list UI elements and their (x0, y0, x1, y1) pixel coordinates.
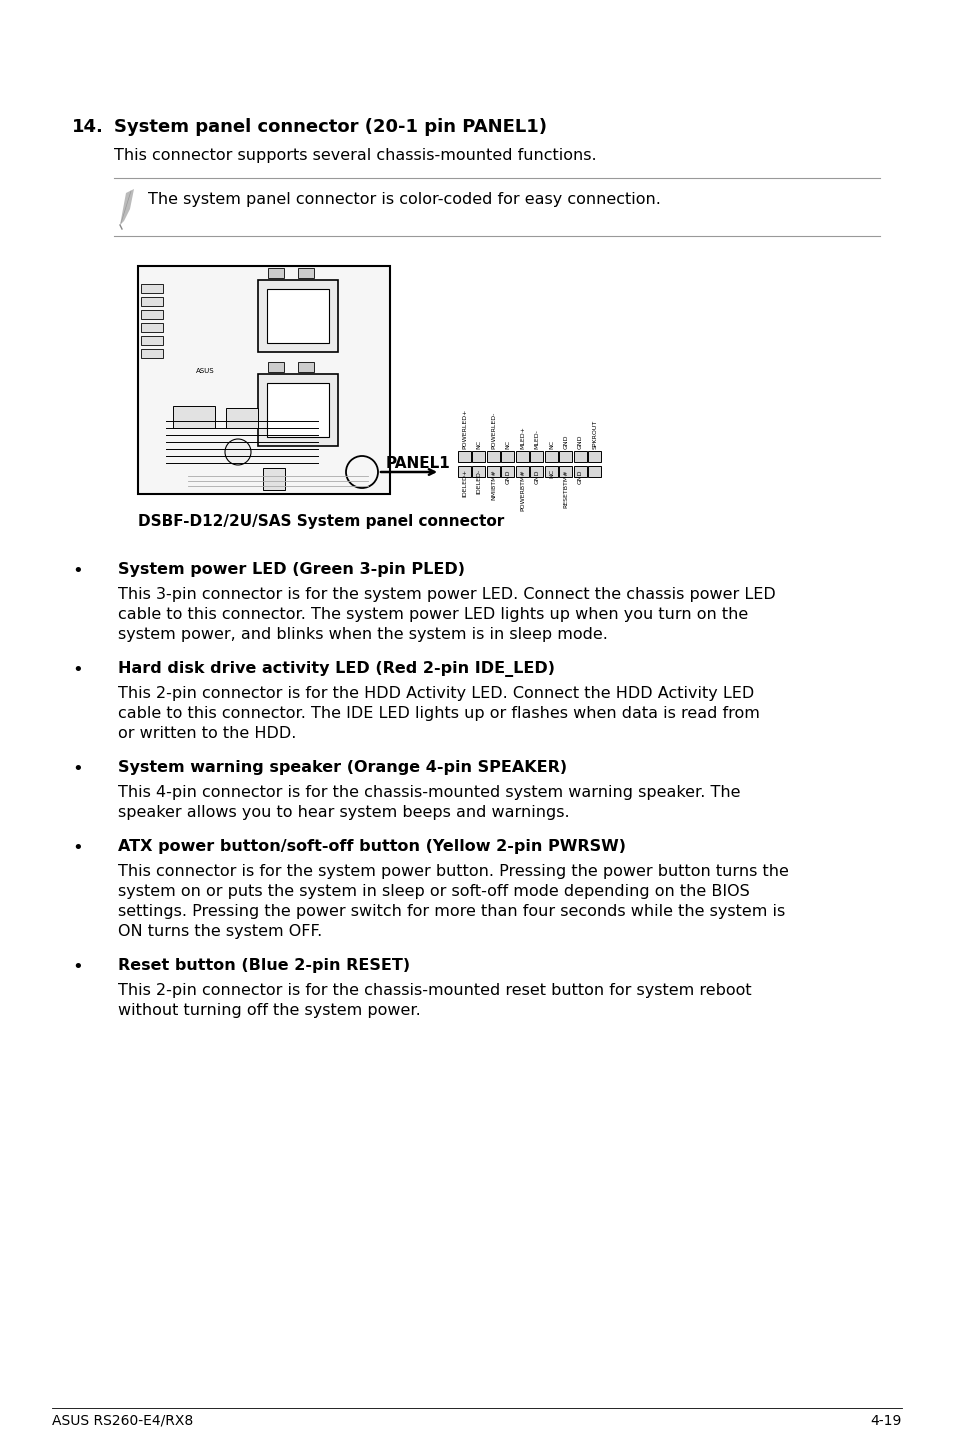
Text: •: • (71, 958, 83, 976)
Text: MLED-: MLED- (534, 429, 539, 449)
Bar (457, 452, 471, 462)
Bar (472, 466, 485, 477)
Text: MLED+: MLED+ (519, 426, 524, 449)
Text: •: • (71, 661, 83, 679)
Bar (588, 452, 601, 462)
Text: System warning speaker (Orange 4-pin SPEAKER): System warning speaker (Orange 4-pin SPE… (118, 761, 566, 775)
Text: ASUS RS260-E4/RX8: ASUS RS260-E4/RX8 (52, 1414, 193, 1428)
Text: GND: GND (534, 469, 539, 483)
Text: RESETBTM#: RESETBTM# (563, 469, 568, 508)
Text: GND: GND (578, 434, 582, 449)
Text: GND: GND (563, 434, 568, 449)
Bar (141, 336, 163, 345)
Text: •: • (71, 838, 83, 857)
Bar (530, 466, 543, 477)
Bar (297, 362, 314, 372)
Text: POWERLED-: POWERLED- (491, 411, 496, 449)
Bar (268, 267, 284, 278)
Text: PANEL1: PANEL1 (385, 456, 450, 472)
Bar (141, 349, 163, 358)
Text: system on or puts the system in sleep or soft-off mode depending on the BIOS: system on or puts the system in sleep or… (118, 884, 749, 899)
Text: System panel connector (20-1 pin PANEL1): System panel connector (20-1 pin PANEL1) (113, 118, 546, 137)
Bar (257, 280, 337, 352)
Polygon shape (120, 188, 133, 224)
Text: •: • (71, 562, 83, 580)
Text: •: • (71, 761, 83, 778)
Bar (257, 374, 337, 446)
Text: NC: NC (505, 440, 510, 449)
Text: or written to the HDD.: or written to the HDD. (118, 726, 296, 741)
Text: POWERBTM#: POWERBTM# (519, 469, 524, 510)
Text: ATX power button/soft-off button (Yellow 2-pin PWRSW): ATX power button/soft-off button (Yellow… (118, 838, 625, 854)
Text: This connector supports several chassis-mounted functions.: This connector supports several chassis-… (113, 148, 596, 162)
Bar (267, 289, 329, 344)
Text: This 2-pin connector is for the HDD Activity LED. Connect the HDD Activity LED: This 2-pin connector is for the HDD Acti… (118, 686, 754, 700)
Text: IDELED+: IDELED+ (461, 469, 467, 498)
Text: SPKROUT: SPKROUT (592, 420, 597, 449)
Bar (263, 467, 285, 490)
Text: DSBF-D12/2U/SAS System panel connector: DSBF-D12/2U/SAS System panel connector (138, 513, 504, 529)
Bar (172, 406, 214, 429)
Bar (574, 466, 586, 477)
Bar (141, 283, 163, 293)
Text: settings. Pressing the power switch for more than four seconds while the system : settings. Pressing the power switch for … (118, 905, 784, 919)
Text: speaker allows you to hear system beeps and warnings.: speaker allows you to hear system beeps … (118, 805, 569, 820)
Bar (141, 324, 163, 332)
Bar (516, 466, 529, 477)
Bar (501, 452, 514, 462)
Bar (486, 452, 499, 462)
Circle shape (225, 439, 251, 464)
Bar (574, 452, 586, 462)
Text: cable to this connector. The system power LED lights up when you turn on the: cable to this connector. The system powe… (118, 607, 747, 623)
Bar (544, 452, 558, 462)
Bar (516, 452, 529, 462)
Bar (544, 466, 558, 477)
Text: NMIBTM#: NMIBTM# (491, 469, 496, 500)
Text: Reset button (Blue 2-pin RESET): Reset button (Blue 2-pin RESET) (118, 958, 410, 974)
Bar (297, 267, 314, 278)
Text: This connector is for the system power button. Pressing the power button turns t: This connector is for the system power b… (118, 864, 788, 879)
Bar (472, 452, 485, 462)
Bar (558, 466, 572, 477)
Bar (558, 452, 572, 462)
Text: NC: NC (548, 440, 554, 449)
Bar (141, 298, 163, 306)
Text: 14.: 14. (71, 118, 104, 137)
Text: The system panel connector is color-coded for easy connection.: The system panel connector is color-code… (148, 193, 660, 207)
Bar (268, 362, 284, 372)
Text: NC: NC (476, 440, 481, 449)
Text: This 3-pin connector is for the system power LED. Connect the chassis power LED: This 3-pin connector is for the system p… (118, 587, 775, 603)
Text: This 2-pin connector is for the chassis-mounted reset button for system reboot: This 2-pin connector is for the chassis-… (118, 984, 751, 998)
Text: This 4-pin connector is for the chassis-mounted system warning speaker. The: This 4-pin connector is for the chassis-… (118, 785, 740, 800)
Bar (588, 466, 601, 477)
Text: System power LED (Green 3-pin PLED): System power LED (Green 3-pin PLED) (118, 562, 464, 577)
Text: cable to this connector. The IDE LED lights up or flashes when data is read from: cable to this connector. The IDE LED lig… (118, 706, 760, 720)
Bar (138, 266, 390, 495)
Text: NC: NC (548, 469, 554, 477)
Text: IDELED-: IDELED- (476, 469, 481, 495)
Bar (486, 466, 499, 477)
Text: POWERLED+: POWERLED+ (461, 408, 467, 449)
Bar (267, 383, 329, 437)
Text: Hard disk drive activity LED (Red 2-pin IDE_LED): Hard disk drive activity LED (Red 2-pin … (118, 661, 555, 677)
Text: ASUS: ASUS (195, 368, 214, 374)
Bar (501, 466, 514, 477)
Text: without turning off the system power.: without turning off the system power. (118, 1002, 420, 1018)
Text: GND: GND (505, 469, 510, 483)
Bar (530, 452, 543, 462)
Text: system power, and blinks when the system is in sleep mode.: system power, and blinks when the system… (118, 627, 607, 641)
Text: GND: GND (578, 469, 582, 483)
Text: ON turns the system OFF.: ON turns the system OFF. (118, 925, 322, 939)
Bar (141, 311, 163, 319)
Bar (226, 408, 257, 429)
Text: 4-19: 4-19 (870, 1414, 901, 1428)
Bar (457, 466, 471, 477)
